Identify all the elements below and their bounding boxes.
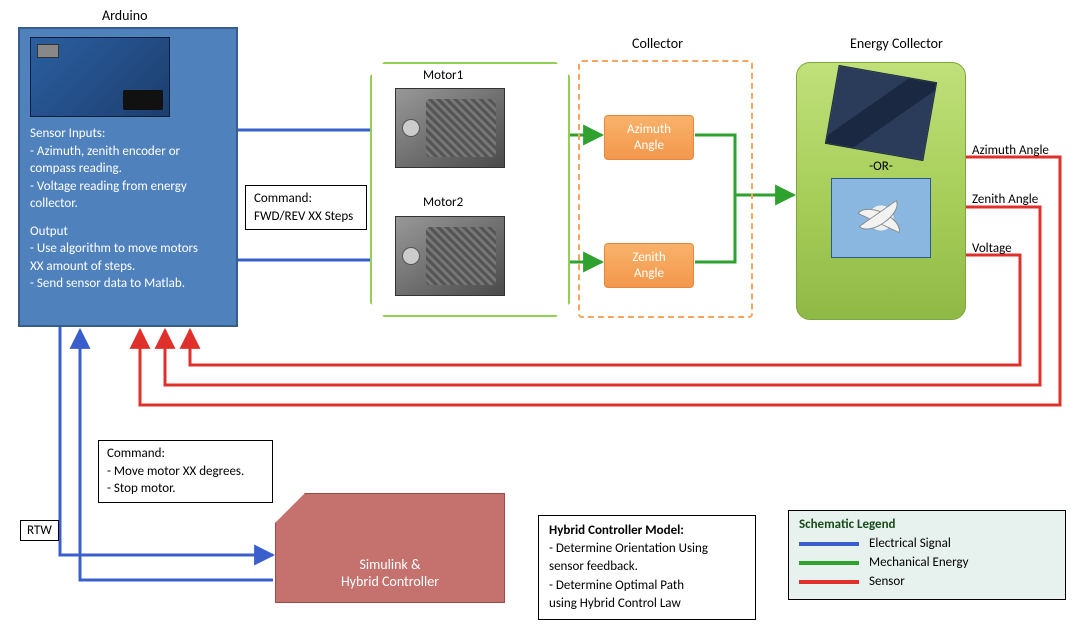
azimuth-text: AzimuthAngle: [615, 122, 683, 153]
legend-label-sensor: Sensor: [869, 574, 905, 589]
legend-row-electrical: Electrical Signal: [799, 536, 1055, 551]
legend-label-mechanical: Mechanical Energy: [869, 555, 969, 570]
sensor-inputs-line: compass reading.: [30, 160, 226, 178]
hybrid-controller-desc: Hybrid Controller Model: - Determine Ori…: [538, 515, 756, 620]
legend-row-mechanical: Mechanical Energy: [799, 555, 1055, 570]
motor2-label: Motor2: [423, 195, 463, 210]
legend-title: Schematic Legend: [799, 517, 1055, 532]
motor-command-line: FWD/REV XX Steps: [254, 208, 358, 226]
hybrid-line: sensor feedback.: [549, 558, 745, 576]
sensor-inputs-line: collector.: [30, 195, 226, 213]
motor1-label: Motor1: [423, 68, 463, 83]
sensor-inputs-heading: Sensor Inputs:: [30, 125, 226, 143]
schematic-legend: Schematic Legend Electrical Signal Mecha…: [788, 510, 1066, 600]
legend-color-mechanical: [799, 561, 859, 565]
or-text: -OR-: [797, 159, 965, 174]
zenith-text: ZenithAngle: [615, 250, 683, 281]
legend-color-sensor: [799, 580, 859, 584]
simulink-line: Hybrid Controller: [341, 573, 439, 590]
voltage-signal-label: Voltage: [972, 241, 1012, 256]
zenith-signal-label: Zenith Angle: [972, 192, 1038, 207]
arduino-block: Sensor Inputs: - Azimuth, zenith encoder…: [18, 27, 238, 327]
motor1-icon: [395, 88, 505, 168]
output-heading: Output: [30, 223, 226, 241]
hybrid-line: using Hybrid Control Law: [549, 595, 745, 613]
motor-command-line: Command:: [254, 190, 358, 208]
collector-title: Collector: [632, 35, 683, 52]
legend-row-sensor: Sensor: [799, 574, 1055, 589]
simulink-line: Simulink &: [341, 556, 439, 573]
hybrid-line: - Determine Optimal Path: [549, 577, 745, 595]
output-line: XX amount of steps.: [30, 258, 226, 276]
simulink-block: Simulink & Hybrid Controller: [275, 493, 505, 603]
output-line: - Use algorithm to move motors: [30, 240, 226, 258]
arduino-board-icon: [30, 37, 170, 117]
legend-label-electrical: Electrical Signal: [869, 536, 951, 551]
energy-title: Energy Collector: [850, 35, 943, 52]
hybrid-title: Hybrid Controller Model:: [549, 522, 745, 540]
simulink-command-box: Command: - Move motor XX degrees. - Stop…: [98, 440, 273, 503]
azimuth-signal-label: Azimuth Angle: [972, 143, 1049, 158]
output-line: - Send sensor data to Matlab.: [30, 275, 226, 293]
arduino-title: Arduino: [102, 7, 147, 24]
energy-collector-block: -OR-: [796, 62, 966, 320]
solar-panel-icon: [825, 65, 937, 161]
sensor-inputs-line: - Azimuth, zenith encoder or: [30, 143, 226, 161]
wind-turbine-icon: [831, 178, 931, 258]
motor2-icon: [395, 216, 505, 296]
simulink-command-line: Command:: [107, 445, 264, 463]
azimuth-angle-box: AzimuthAngle: [604, 115, 694, 160]
simulink-command-line: - Move motor XX degrees.: [107, 463, 264, 481]
zenith-angle-box: ZenithAngle: [604, 243, 694, 288]
legend-color-electrical: [799, 542, 859, 546]
motor-command-box: Command: FWD/REV XX Steps: [245, 185, 367, 230]
rtw-box: RTW: [20, 520, 59, 541]
sensor-inputs-line: - Voltage reading from energy: [30, 178, 226, 196]
hybrid-line: - Determine Orientation Using: [549, 540, 745, 558]
simulink-command-line: - Stop motor.: [107, 480, 264, 498]
